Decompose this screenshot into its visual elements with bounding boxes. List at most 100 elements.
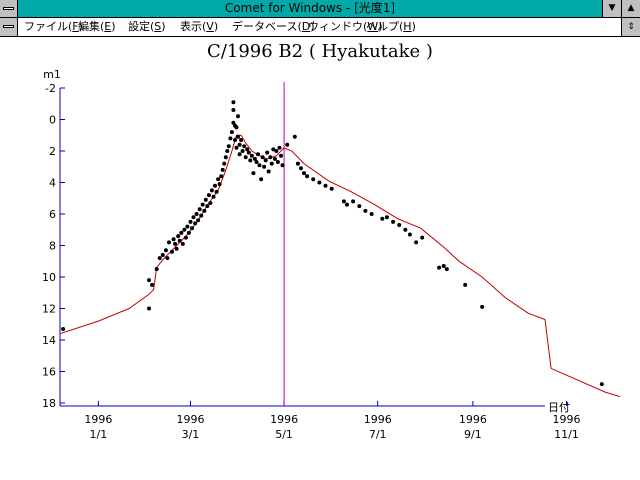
observation-point bbox=[234, 125, 239, 130]
observation-point bbox=[170, 249, 174, 254]
observation-point bbox=[251, 171, 256, 176]
observation-point bbox=[302, 171, 306, 176]
x-tick-date-label: 9/1 bbox=[464, 428, 482, 441]
observation-point bbox=[228, 136, 233, 141]
document-menu-icon[interactable] bbox=[0, 18, 18, 36]
menu-item-d[interactable]: データベース(D) bbox=[232, 20, 315, 33]
observation-point bbox=[420, 235, 425, 240]
observation-point bbox=[205, 204, 210, 209]
observation-point bbox=[285, 142, 290, 147]
observation-point bbox=[229, 130, 234, 135]
observation-point bbox=[231, 100, 236, 105]
observation-point bbox=[208, 201, 213, 205]
observation-point bbox=[311, 177, 316, 182]
predicted-curve bbox=[59, 134, 621, 398]
x-axis-label: 日付 bbox=[548, 401, 570, 414]
observation-point bbox=[185, 224, 190, 229]
observation-point bbox=[237, 142, 242, 147]
observation-point bbox=[233, 138, 237, 142]
observation-point bbox=[61, 327, 66, 331]
observation-point bbox=[179, 230, 184, 235]
observation-point bbox=[193, 221, 198, 226]
observation-point bbox=[236, 114, 240, 119]
observation-point bbox=[216, 177, 221, 182]
system-menu-icon[interactable] bbox=[0, 0, 18, 17]
observation-point bbox=[188, 219, 193, 224]
observation-point bbox=[211, 194, 216, 199]
observation-point bbox=[259, 177, 264, 182]
observation-point bbox=[363, 208, 368, 213]
observation-point bbox=[480, 304, 485, 309]
y-tick-label: 18 bbox=[42, 397, 56, 410]
observation-point bbox=[279, 153, 283, 158]
observation-point bbox=[384, 215, 389, 220]
observation-point bbox=[237, 152, 242, 157]
y-tick-label: 12 bbox=[42, 303, 56, 316]
observation-point bbox=[256, 152, 260, 157]
observation-point bbox=[268, 155, 273, 160]
y-tick-label: 4 bbox=[49, 177, 56, 190]
x-tick-date-label: 3/1 bbox=[182, 428, 200, 441]
observation-point bbox=[329, 186, 334, 191]
y-tick-label: -2 bbox=[45, 82, 56, 95]
menu-item-v[interactable]: 表示(V) bbox=[180, 20, 219, 33]
observation-point bbox=[209, 188, 214, 193]
observation-point bbox=[262, 164, 267, 169]
observation-point bbox=[157, 256, 162, 261]
observation-point bbox=[225, 149, 230, 153]
observation-point bbox=[271, 147, 276, 152]
chart-title: C/1996 B2 ( Hyakutake ) bbox=[207, 41, 433, 62]
observation-point bbox=[167, 240, 171, 245]
observation-point bbox=[246, 150, 251, 155]
x-tick-date-label: 11/1 bbox=[554, 428, 579, 441]
observation-point bbox=[260, 155, 265, 160]
restore-arrow-icon[interactable]: ⇕ bbox=[621, 18, 640, 36]
observation-point bbox=[234, 145, 239, 150]
menu-item-h[interactable]: ヘルプ(H) bbox=[366, 20, 416, 33]
observation-point bbox=[414, 240, 419, 245]
menu-item-s[interactable]: 設定(S) bbox=[128, 20, 166, 33]
y-tick-label: 6 bbox=[49, 208, 56, 221]
maximize-arrow-icon[interactable]: ▲ bbox=[621, 0, 640, 17]
observation-point bbox=[174, 246, 179, 251]
x-tick-year-label: 1996 bbox=[364, 413, 392, 426]
observation-point bbox=[214, 189, 219, 194]
observation-point bbox=[191, 215, 196, 220]
observation-point bbox=[243, 155, 248, 160]
minimize-arrow-icon[interactable]: ▼ bbox=[602, 0, 621, 17]
observation-point bbox=[345, 202, 349, 207]
window-title: Comet for Windows - [光度1] bbox=[224, 1, 396, 15]
observation-point bbox=[269, 161, 274, 166]
observation-point bbox=[277, 145, 282, 150]
observation-point bbox=[206, 193, 211, 198]
observation-point bbox=[163, 248, 168, 253]
observation-point bbox=[154, 267, 159, 272]
observation-point bbox=[280, 163, 285, 168]
observation-point bbox=[203, 197, 208, 202]
x-tick-year-label: 1996 bbox=[459, 413, 487, 426]
observation-point bbox=[222, 161, 227, 166]
menu-item-w[interactable]: ウィンドウ(W) bbox=[308, 20, 383, 33]
y-tick-label: 14 bbox=[42, 334, 56, 347]
observation-point bbox=[236, 134, 240, 139]
observation-point bbox=[403, 227, 408, 232]
menu-item-f[interactable]: ファイル(F) bbox=[24, 20, 83, 33]
observation-point bbox=[266, 169, 271, 174]
x-tick-date-label: 5/1 bbox=[275, 428, 293, 441]
observation-point bbox=[180, 241, 185, 246]
x-tick-date-label: 1/1 bbox=[90, 428, 108, 441]
menu-bar: ファイル(F) 編集(E) 設定(S) 表示(V) データベース(D) ウィンドウ(W) ヘ… bbox=[0, 18, 640, 37]
observation-point bbox=[190, 226, 194, 231]
observation-point bbox=[240, 149, 245, 153]
observation-point bbox=[397, 223, 402, 227]
observation-point bbox=[263, 158, 268, 163]
x-tick-year-label: 1996 bbox=[84, 413, 112, 426]
observation-point bbox=[391, 219, 396, 224]
observation-point bbox=[177, 238, 182, 243]
observation-point bbox=[183, 235, 188, 240]
observation-point bbox=[249, 153, 254, 158]
observation-point bbox=[295, 161, 300, 166]
observation-point bbox=[275, 160, 280, 164]
menu-item-e[interactable]: 編集(E) bbox=[78, 20, 116, 33]
